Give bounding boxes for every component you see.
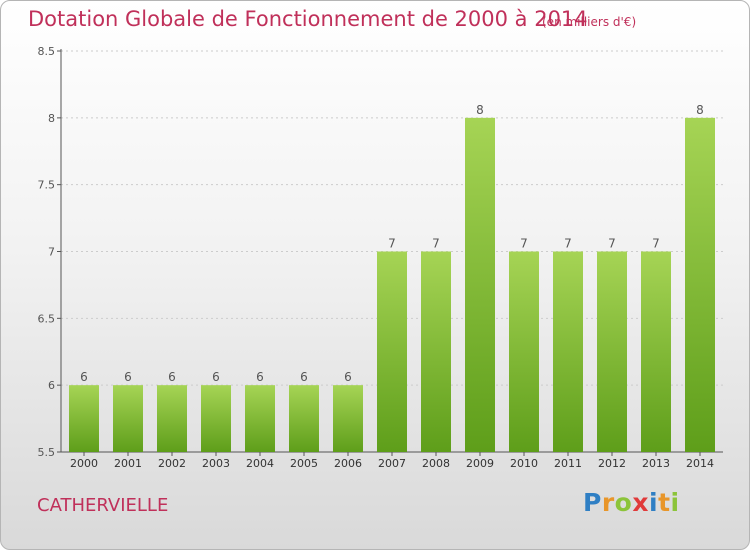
- x-tick-label: 2006: [334, 457, 362, 470]
- bar: [553, 251, 583, 452]
- bar-value-label: 8: [476, 103, 484, 117]
- x-tick-label: 2008: [422, 457, 450, 470]
- bar-value-label: 6: [256, 370, 264, 384]
- town-name: CATHERVIELLE: [37, 495, 169, 516]
- x-tick-label: 2014: [686, 457, 714, 470]
- bar-value-label: 6: [212, 370, 220, 384]
- bar: [465, 117, 495, 452]
- bar: [69, 385, 99, 452]
- bar-value-label: 8: [696, 103, 704, 117]
- bar-value-label: 7: [652, 237, 660, 251]
- bar-value-label: 7: [608, 237, 616, 251]
- y-tick-label: 7: [48, 246, 55, 259]
- x-tick-label: 2002: [158, 457, 186, 470]
- proxiti-logo: Proxiti: [583, 488, 680, 517]
- x-tick-label: 2011: [554, 457, 582, 470]
- x-tick-label: 2000: [70, 457, 98, 470]
- bar-value-label: 7: [564, 237, 572, 251]
- bar-value-label: 6: [344, 370, 352, 384]
- bar: [157, 385, 187, 452]
- x-tick-label: 2004: [246, 457, 274, 470]
- bar: [641, 251, 671, 452]
- bar-value-label: 7: [388, 237, 396, 251]
- bar: [685, 117, 715, 452]
- bar: [377, 251, 407, 452]
- chart-title: Dotation Globale de Fonctionnement de 20…: [28, 7, 588, 31]
- bar-value-label: 6: [300, 370, 308, 384]
- bar: [333, 385, 363, 452]
- x-tick-label: 2001: [114, 457, 142, 470]
- x-tick-label: 2013: [642, 457, 670, 470]
- bar: [597, 251, 627, 452]
- bar-value-label: 6: [168, 370, 176, 384]
- y-tick-label: 8: [48, 112, 55, 125]
- bar: [201, 385, 231, 452]
- bar-value-label: 7: [520, 237, 528, 251]
- x-tick-label: 2005: [290, 457, 318, 470]
- x-tick-label: 2010: [510, 457, 538, 470]
- x-tick-label: 2009: [466, 457, 494, 470]
- bar: [289, 385, 319, 452]
- bar-value-label: 7: [432, 237, 440, 251]
- chart-unit: (en milliers d'€): [542, 15, 637, 29]
- y-tick-label: 6: [48, 379, 55, 392]
- bar: [245, 385, 275, 452]
- x-tick-label: 2012: [598, 457, 626, 470]
- y-tick-label: 8.5: [38, 45, 56, 58]
- bar: [421, 251, 451, 452]
- x-tick-label: 2003: [202, 457, 230, 470]
- bar: [509, 251, 539, 452]
- y-tick-label: 6.5: [38, 312, 56, 325]
- x-tick-label: 2007: [378, 457, 406, 470]
- y-tick-label: 5.5: [38, 446, 56, 459]
- bar-value-label: 6: [80, 370, 88, 384]
- bar: [113, 385, 143, 452]
- bar-value-label: 6: [124, 370, 132, 384]
- y-tick-label: 7.5: [38, 179, 56, 192]
